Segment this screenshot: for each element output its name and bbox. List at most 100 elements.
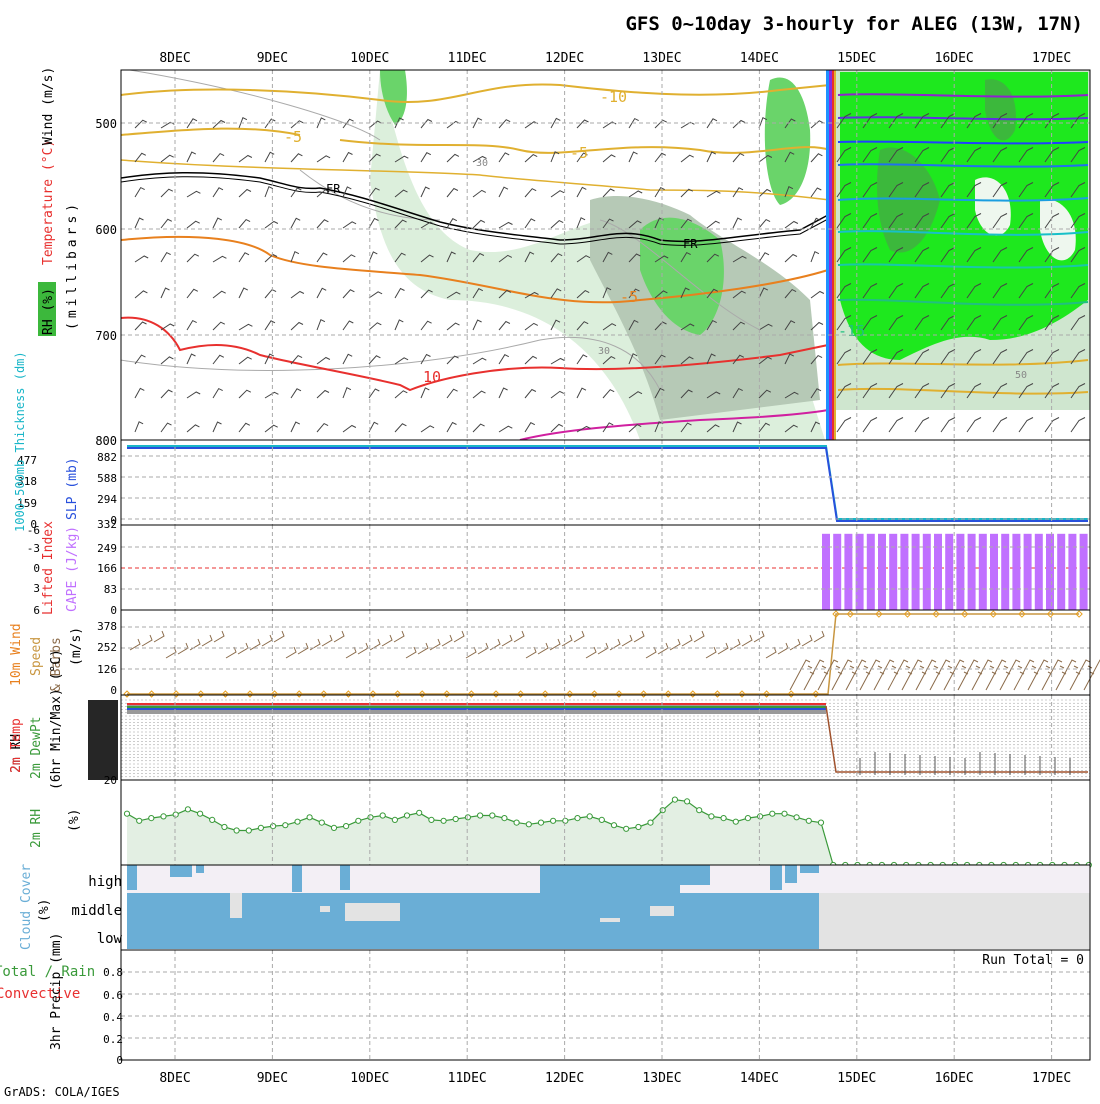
- wind-barb: [394, 117, 404, 129]
- wind-barb: [862, 247, 878, 263]
- wind-barb: [160, 218, 173, 229]
- date-label-bottom: 14DEC: [740, 1071, 779, 1086]
- wind-barb: [160, 422, 172, 433]
- wind10m-barb: [405, 646, 417, 659]
- wind-barb: [940, 147, 956, 163]
- cape-bar: [889, 533, 898, 610]
- rh-shade-green-1: [640, 217, 724, 335]
- wind-barb: [732, 354, 745, 365]
- cape-bar: [978, 533, 987, 610]
- rh2m-point: [684, 798, 691, 805]
- rh2m-point: [525, 821, 532, 828]
- cape-bar: [1001, 533, 1010, 610]
- isotherm-minus10: [121, 83, 831, 104]
- wind-barb: [1044, 147, 1060, 163]
- precip-ticks: 0.8 0.6 0.4 0.2 0: [103, 966, 123, 1067]
- rh2m-point: [635, 823, 642, 831]
- wind-barb: [212, 187, 224, 198]
- wind10m-barb: [249, 638, 261, 651]
- wind10m-barb: [1013, 659, 1039, 691]
- wind-barb: [498, 221, 513, 229]
- wind-barb: [862, 349, 878, 365]
- wind10m-barb: [859, 659, 885, 691]
- wind-barb: [1044, 113, 1060, 129]
- wind10m-barb: [573, 630, 585, 643]
- wind-tick: 378: [97, 620, 117, 633]
- wind-barb: [732, 187, 744, 198]
- wind-barb: [342, 221, 357, 229]
- wind10m-panel: 378 252 126 0 10m Wind Speed & Barbs (m/…: [9, 610, 1100, 698]
- wind-barb: [368, 355, 381, 365]
- rh-hole-1: [975, 177, 1011, 236]
- precip-tick: 0.4: [103, 1011, 123, 1024]
- wind-barb: [550, 390, 565, 399]
- rh2m-point: [489, 812, 496, 819]
- panel-frames: [120, 69, 1091, 1061]
- wind-barb: [420, 353, 431, 365]
- wind10m-barb: [1083, 659, 1100, 691]
- wind-barb: [472, 219, 486, 229]
- wind-barb: [472, 319, 482, 331]
- wind-barb: [628, 253, 641, 263]
- wind-barb: [394, 252, 406, 263]
- wind-barb: [576, 152, 588, 163]
- wind-barb: [680, 188, 694, 198]
- wind-barb: [186, 288, 199, 299]
- wind-barb: [758, 287, 769, 299]
- wind-barb: [264, 391, 279, 399]
- wind-marker: [541, 690, 549, 698]
- wind-barb: [914, 349, 930, 365]
- wind-barb: [654, 290, 668, 299]
- wind10m-barb: [285, 646, 297, 659]
- wind-barb: [628, 220, 642, 229]
- wind-barb: [238, 356, 252, 365]
- wind10m-barb: [465, 646, 477, 659]
- ytick-700: 700: [95, 329, 117, 343]
- wind-barb: [680, 356, 694, 365]
- wind-barb: [446, 153, 460, 163]
- wind-barb: [784, 320, 796, 331]
- wind-barb: [342, 118, 354, 129]
- contour-label-30-b: 30: [598, 346, 610, 357]
- wind-marker: [369, 690, 377, 698]
- wind-barb: [212, 387, 223, 399]
- wind-barb: [550, 423, 564, 433]
- wind-barb: [940, 213, 956, 229]
- isotherm-right-cyan: [837, 197, 1089, 202]
- wind-marker: [443, 690, 451, 698]
- rh2m-panel: 2m RH (%): [29, 796, 1092, 869]
- cape-bar: [1023, 533, 1032, 610]
- ylabel-wind: Wind (m/s): [41, 67, 56, 145]
- wind-barb: [550, 288, 562, 299]
- wind-barb: [368, 187, 380, 198]
- slp-line: [127, 447, 1088, 522]
- ylabel-wind10m: 10m Wind Speed & Barbs (m/s): [9, 623, 84, 692]
- rh2m-point: [294, 818, 301, 825]
- date-label-top: 8DEC: [159, 51, 190, 66]
- isotherm-right-teal2: [837, 263, 1089, 269]
- ylabel-cape: CAPE (J/kg): [65, 526, 80, 612]
- wind-barb: [654, 387, 665, 399]
- cloud-row-low: low: [97, 931, 123, 947]
- wind-barb: [316, 287, 327, 299]
- wind10m-barb: [753, 630, 765, 643]
- cape-bar: [833, 533, 842, 610]
- wind-barb: [966, 383, 982, 399]
- wind10m-barb: [645, 646, 657, 659]
- wind-marker: [832, 610, 840, 618]
- wind-barb: [1044, 315, 1060, 331]
- wind-marker: [762, 690, 771, 698]
- credit-label: GrADS: COLA/IGES: [4, 1085, 120, 1099]
- wind-barb: [1044, 182, 1060, 198]
- wind-barb: [1044, 247, 1060, 263]
- date-label-bottom: 11DEC: [448, 1071, 487, 1086]
- wind10m-barb: [887, 659, 913, 691]
- date-label-bottom: 12DEC: [545, 1071, 584, 1086]
- wind-barb: [264, 320, 276, 331]
- wind-barb: [576, 119, 589, 129]
- wind-tick: 252: [97, 641, 117, 654]
- wind-barb: [394, 155, 409, 163]
- wind-barb: [888, 349, 904, 365]
- wind10m-barb: [381, 634, 393, 647]
